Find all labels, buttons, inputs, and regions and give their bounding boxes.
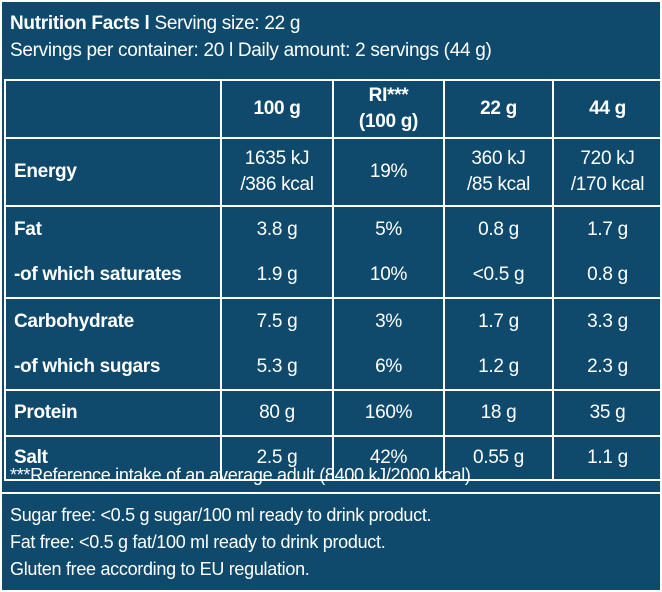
protein-22g: 18 g — [443, 389, 554, 437]
table-row-energy: Energy 1635 kJ/386 kcal 19% 360 kJ/85 kc… — [4, 137, 662, 207]
energy-100g: 1635 kJ/386 kcal — [220, 137, 334, 207]
fat-100g: 3.8 g 1.9 g — [220, 205, 334, 299]
column-header-100g: 100 g — [220, 79, 334, 139]
column-header-44g: 44 g — [552, 79, 662, 139]
protein-ri: 160% — [332, 389, 445, 437]
corner-cell — [4, 79, 222, 139]
fat-44g: 1.7 g 0.8 g — [552, 205, 662, 299]
carbohydrate-100g: 7.5 g 5.3 g — [220, 297, 334, 391]
nutrition-table: 100 g RI*** (100 g) 22 g 44 g Energy 1635… — [4, 79, 662, 481]
table-row-carbohydrate: Carbohydrate -of which sugars 7.5 g 5.3 g… — [4, 297, 662, 391]
energy-44g: 720 kJ/170 kcal — [552, 137, 662, 207]
carbohydrate-ri: 3% 6% — [332, 297, 445, 391]
salt-22g: 0.55 g — [443, 435, 554, 481]
table-row-fat: Fat -of which saturates 3.8 g 1.9 g 5% 10%… — [4, 205, 662, 299]
header-line-1: Nutrition Facts l Serving size: 22 g — [10, 10, 492, 37]
gluten-free-note: Gluten free according to EU regulation. — [10, 559, 310, 579]
fat-free-note: Fat free: <0.5 g fat/100 ml ready to dri… — [10, 532, 386, 552]
header-title: Nutrition Facts l — [10, 13, 150, 34]
row-label-carbohydrate: Carbohydrate -of which sugars — [4, 297, 222, 391]
salt-44g: 1.1 g — [552, 435, 662, 481]
energy-22g: 360 kJ/85 kcal — [443, 137, 554, 207]
reference-intake-footnote: ***Reference intake of an average adult … — [10, 465, 476, 485]
servings-per-container: Servings per container: 20 l Daily amoun… — [10, 40, 492, 61]
column-header-22g: 22 g — [443, 79, 554, 139]
fat-ri: 5% 10% — [332, 205, 445, 299]
row-label-salt: Salt — [4, 435, 222, 481]
carbohydrate-22g: 1.7 g 1.2 g — [443, 297, 554, 391]
claims-notes: Sugar free: <0.5 g sugar/100 ml ready to… — [10, 502, 432, 583]
carbohydrate-44g: 3.3 g 2.3 g — [552, 297, 662, 391]
protein-44g: 35 g — [552, 389, 662, 437]
row-label-protein: Protein — [4, 389, 222, 437]
row-label-fat: Fat -of which saturates — [4, 205, 222, 299]
divider — [2, 492, 660, 494]
serving-size: Serving size: 22 g — [149, 13, 301, 34]
salt-100g: 2.5 g — [220, 435, 334, 481]
table-row-salt: Salt 2.5 g 42% 0.55 g 1.1 g — [4, 435, 662, 481]
salt-ri: 42% — [332, 435, 445, 481]
fat-22g: 0.8 g <0.5 g — [443, 205, 554, 299]
sugar-free-note: Sugar free: <0.5 g sugar/100 ml ready to… — [10, 505, 432, 525]
protein-100g: 80 g — [220, 389, 334, 437]
table-row-protein: Protein 80 g 160% 18 g 35 g — [4, 389, 662, 437]
table-header-row: 100 g RI*** (100 g) 22 g 44 g — [4, 79, 662, 139]
row-label-energy: Energy — [4, 137, 222, 207]
energy-ri: 19% — [332, 137, 445, 207]
column-header-ri: RI*** (100 g) — [332, 79, 445, 139]
header: Nutrition Facts l Serving size: 22 g Ser… — [10, 10, 492, 64]
